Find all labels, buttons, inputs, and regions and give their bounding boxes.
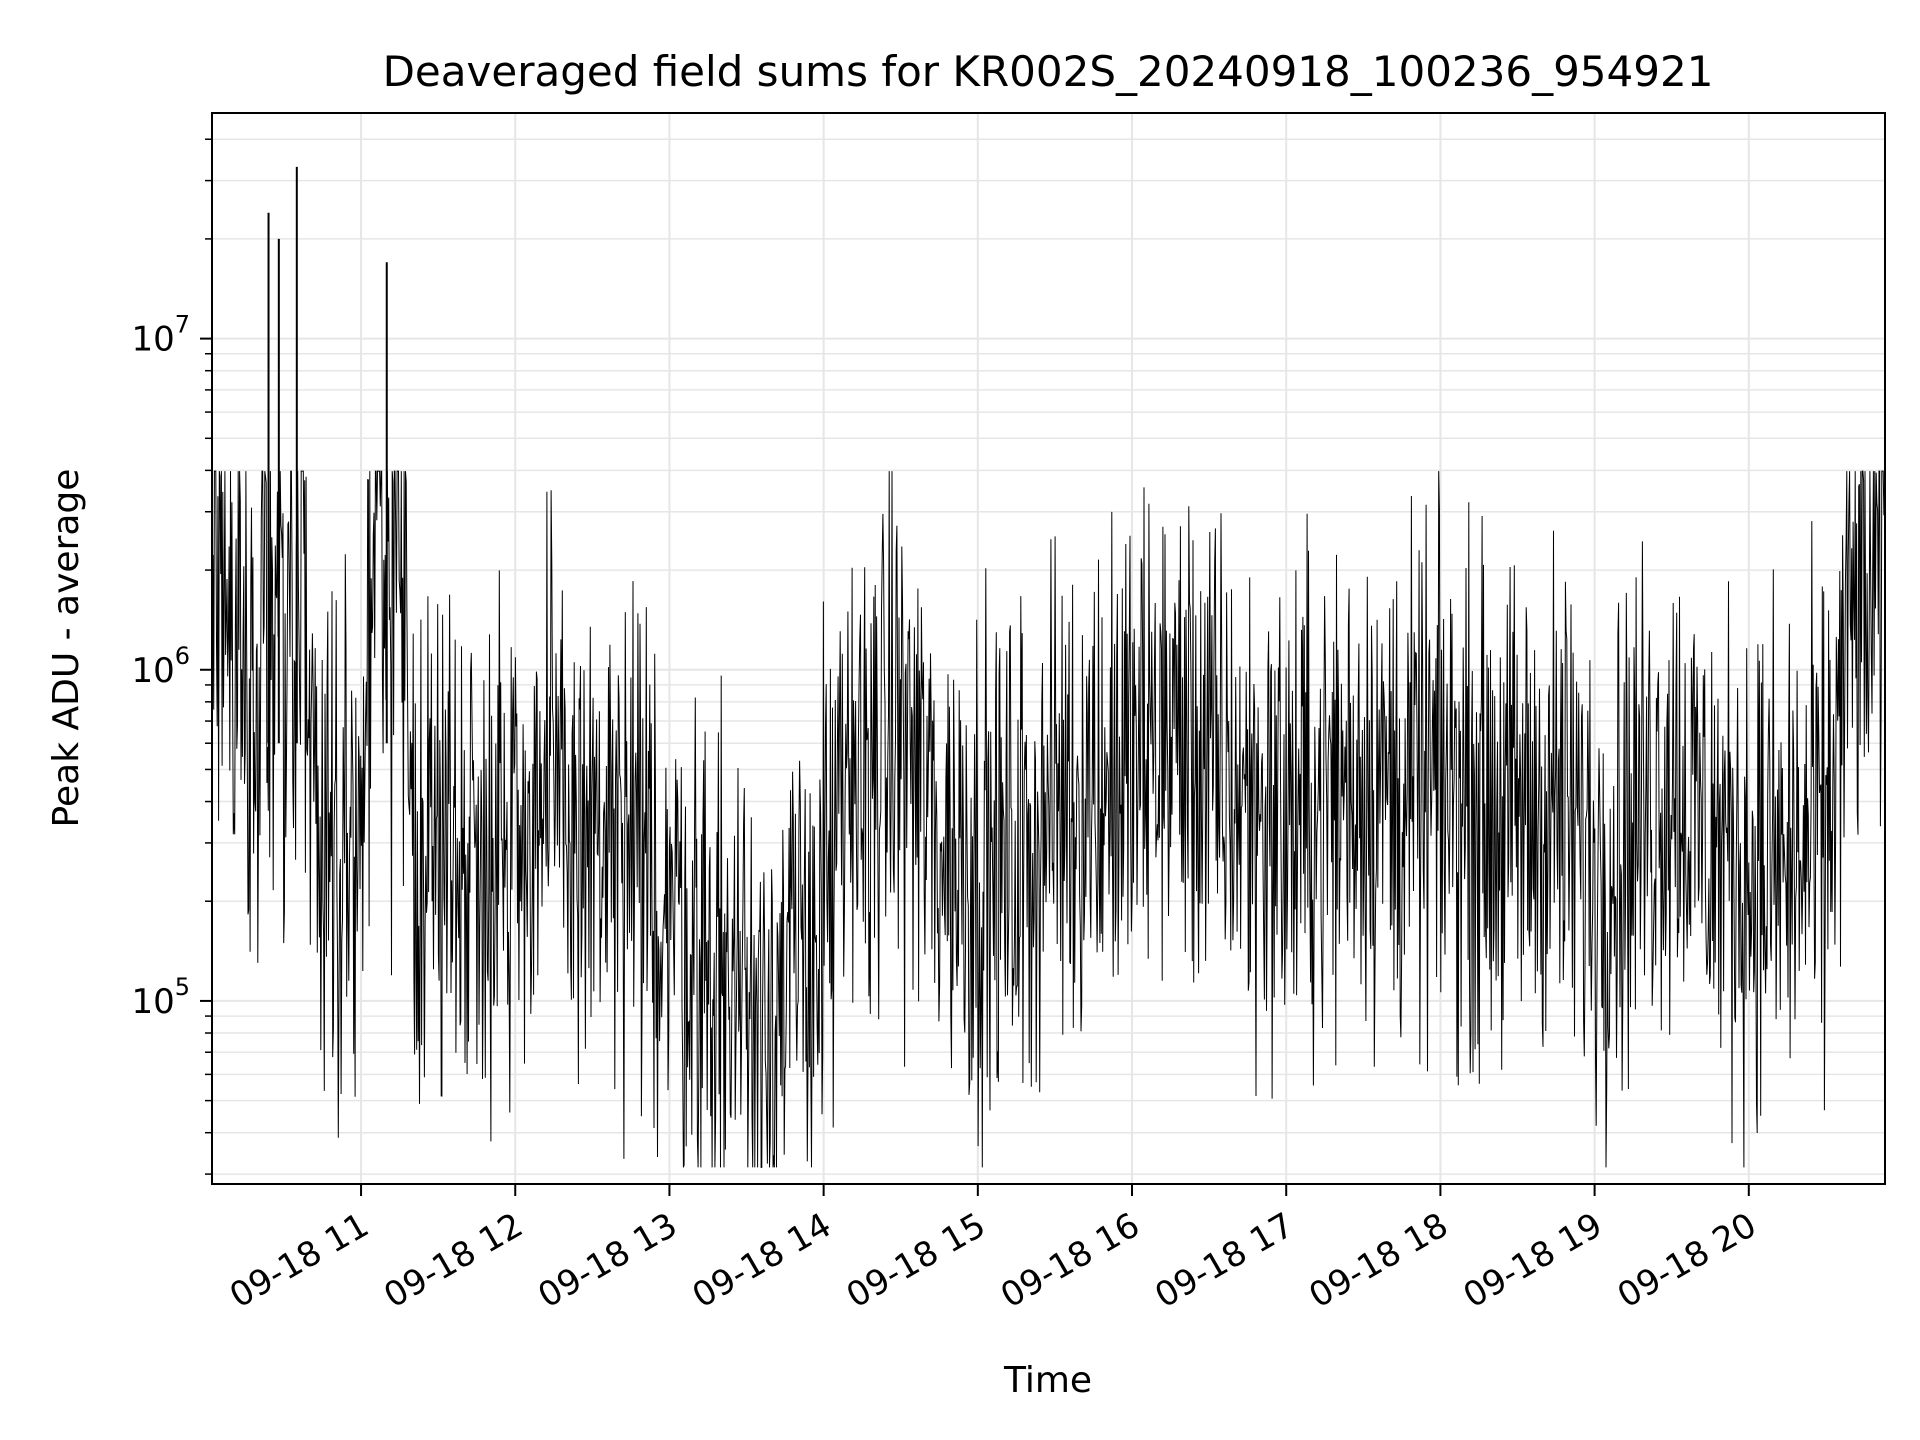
y-tick-label: 106 [131, 642, 190, 691]
y-tick-label: 105 [131, 973, 190, 1022]
series-layer [211, 158, 1885, 1168]
chart-title: Deaveraged field sums for KR002S_2024091… [383, 47, 1714, 96]
plot-frame [211, 112, 1886, 1185]
x-axis-label: Time [1003, 1360, 1092, 1401]
y-tick-label: 107 [131, 311, 190, 360]
y-axis: 105 106 107 [131, 138, 212, 1175]
y-axis-label: Peak ADU - average [46, 469, 87, 828]
series-line [212, 470, 1885, 1168]
